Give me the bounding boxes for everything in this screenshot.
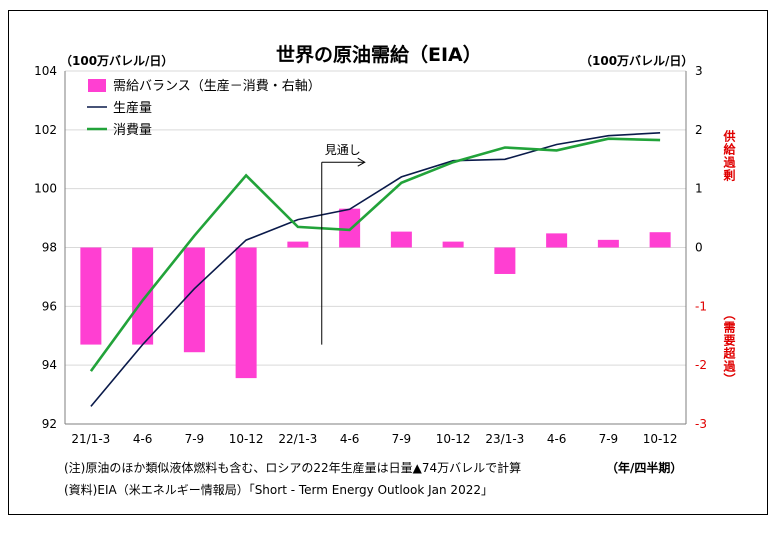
y-left-tick-label: 94 (42, 358, 57, 372)
y-right-tick-label: -1 (695, 299, 707, 313)
y-right-tick-label: -3 (695, 417, 707, 431)
balance-bar (80, 247, 102, 345)
balance-bar (235, 247, 257, 379)
y-left-tick-label: 100 (34, 182, 57, 196)
balance-bar (442, 241, 464, 248)
left-axis-unit: （100万バレル/日） (60, 54, 174, 68)
right-label-demand-excess: （需要超過） (722, 308, 736, 386)
x-axis-unit: （年/四半期） (606, 461, 683, 475)
y-left-tick-label: 96 (42, 299, 57, 313)
legend-swatch-balance (88, 79, 106, 92)
balance-bar (183, 247, 205, 353)
chart-frame (8, 10, 768, 515)
footnote-source: (資料)EIA（米エネルギー情報局）「Short - Term Energy O… (64, 483, 493, 497)
x-tick-label: 10-12 (436, 432, 471, 446)
x-tick-label: 4-6 (547, 432, 567, 446)
x-tick-label: 4-6 (133, 432, 153, 446)
y-left-tick-label: 102 (34, 123, 57, 137)
x-tick-label: 10-12 (229, 432, 264, 446)
y-right-tick-label: -2 (695, 358, 707, 372)
balance-bar (649, 232, 671, 248)
x-tick-label: 21/1-3 (71, 432, 110, 446)
balance-bar (597, 239, 619, 248)
chart-title: 世界の原油需給（EIA） (276, 44, 482, 66)
y-right-tick-label: 3 (695, 64, 703, 78)
y-left-tick-label: 104 (34, 64, 57, 78)
legend-label: 消費量 (113, 123, 152, 138)
legend-label: 需給バランス（生産－消費・右軸） (113, 78, 321, 94)
balance-bar (546, 233, 568, 248)
forecast-label: 見通し (325, 143, 361, 157)
y-left-tick-label: 92 (42, 417, 57, 431)
y-right-tick-label: 0 (695, 241, 703, 255)
forecast-arrowhead (357, 157, 366, 167)
right-axis-unit: （100万バレル/日） (580, 54, 694, 68)
balance-bar (390, 231, 412, 248)
y-left-tick-label: 98 (42, 241, 57, 255)
x-tick-label: 23/1-3 (485, 432, 524, 446)
x-tick-label: 22/1-3 (278, 432, 317, 446)
y-right-tick-label: 2 (695, 123, 703, 137)
footnote-note: (注)原油のほか類似液体燃料も含む、ロシアの22年生産量は日量▲74万バレルで計… (64, 461, 522, 475)
x-tick-label: 10-12 (643, 432, 678, 446)
consumption-line (89, 137, 661, 372)
balance-bar (287, 241, 309, 248)
balance-bar (339, 208, 361, 248)
x-tick-label: 7-9 (185, 432, 205, 446)
legend-label: 生産量 (113, 100, 152, 116)
y-right-tick-label: 1 (695, 182, 703, 196)
balance-bar (132, 247, 154, 345)
x-tick-label: 7-9 (599, 432, 619, 446)
production-line (90, 132, 661, 407)
right-label-supply-surplus: 供給過剰 (722, 130, 736, 182)
x-tick-label: 4-6 (340, 432, 360, 446)
balance-bar (494, 247, 516, 274)
x-tick-label: 7-9 (392, 432, 412, 446)
